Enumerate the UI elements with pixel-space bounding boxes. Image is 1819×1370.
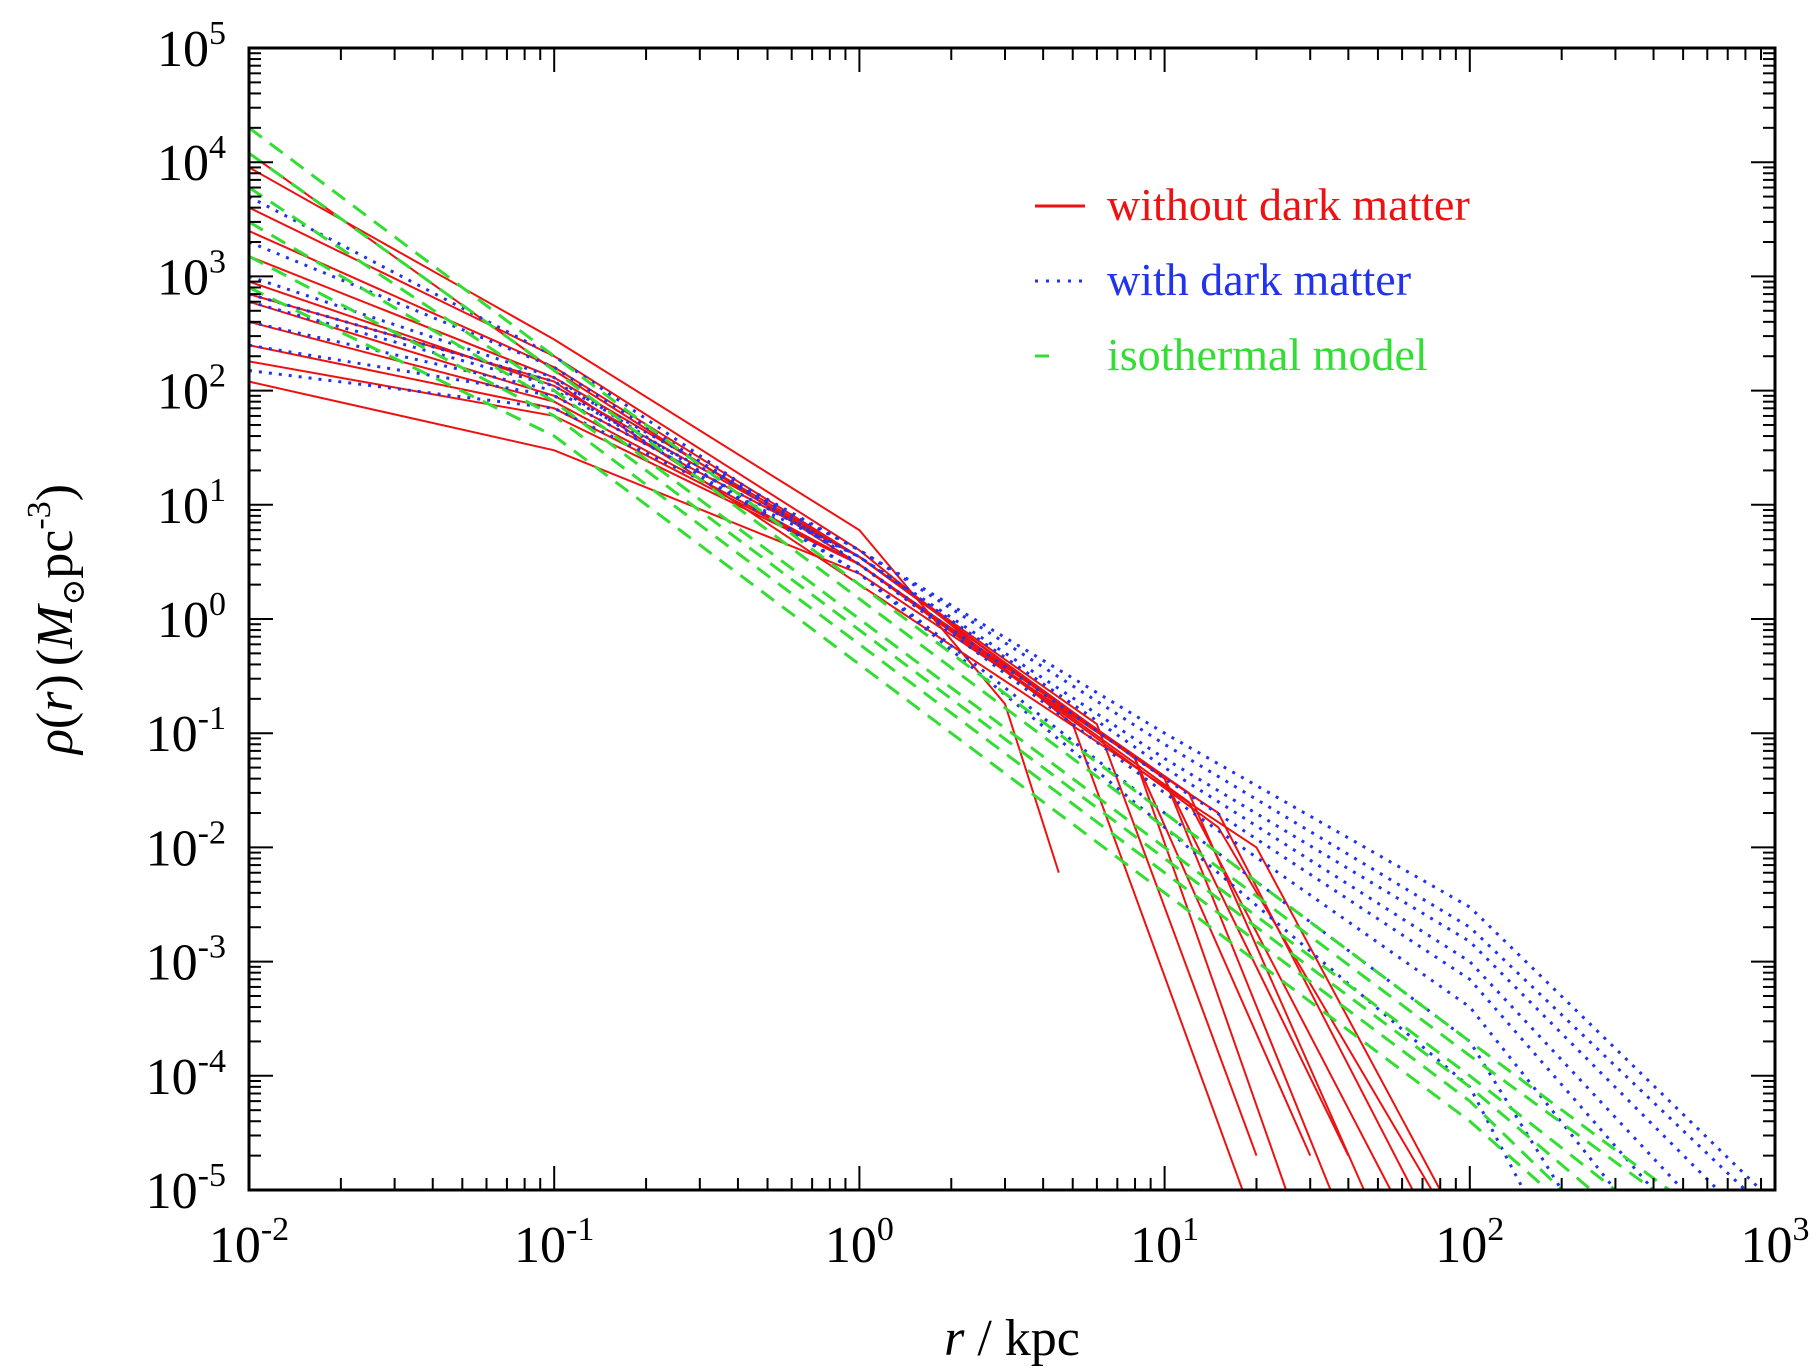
x-axis-label: r / kpc <box>944 1310 1080 1367</box>
series-line-solid-10 <box>248 152 1433 1191</box>
x-tick-label: 102 <box>1435 1211 1504 1274</box>
legend: without dark matter with dark matter isoth… <box>1035 179 1470 380</box>
legend-label-0: without dark matter <box>1107 179 1470 230</box>
y-tick-label: 10-2 <box>146 814 226 877</box>
series-line-solid-11 <box>248 293 1442 1191</box>
axis-ticks <box>248 48 1775 1191</box>
x-tick-label: 10-2 <box>209 1211 289 1274</box>
series-line-solid-9 <box>248 380 1414 1191</box>
series-line-dashed-1 <box>248 151 1655 1192</box>
series-line-solid-4 <box>248 280 1312 1157</box>
y-tick-label: 10-5 <box>146 1157 226 1220</box>
series-line-solid-0 <box>248 166 1060 874</box>
series-line-dotted-0 <box>248 292 1763 1192</box>
legend-label-1: with dark matter <box>1107 254 1411 305</box>
x-tick-label: 103 <box>1741 1211 1810 1274</box>
y-axis-label-var: r <box>27 691 84 712</box>
series-line-dotted-7 <box>248 300 1525 1191</box>
y-tick-label: 101 <box>157 472 226 535</box>
y-axis-label-pc: pc <box>27 530 84 579</box>
y-axis-label-msun: M <box>27 603 84 650</box>
x-axis-label-sep: / <box>964 1310 1004 1367</box>
y-tick-label: 10-3 <box>146 929 226 992</box>
series-line-dotted-5 <box>248 240 1617 1191</box>
y-axis-label: ρ(r)(M⊙pc-3) <box>21 484 91 756</box>
y-tick-label: 100 <box>157 586 226 649</box>
y-axis-label-rho: ρ <box>27 729 84 756</box>
axis-tick-labels: 10-2 10-1 100 101 102 103 10-5 10-4 10-3 10-2 10-1… <box>146 15 1810 1274</box>
plot-frame <box>247 46 1777 1192</box>
series-line-dotted-1 <box>248 320 1747 1192</box>
x-tick-label: 100 <box>825 1211 894 1274</box>
y-axis-label-exp: -3 <box>21 501 58 529</box>
y-axis-label-unit-open: ( <box>27 649 84 666</box>
y-tick-label: 104 <box>157 129 226 192</box>
y-axis-label-sun: ⊙ <box>55 579 91 606</box>
series-line-solid-1 <box>248 206 1244 1191</box>
series-line-solid-2 <box>248 230 1258 1156</box>
series-line-solid-3 <box>248 255 1288 1191</box>
plot-curves <box>248 126 1763 1192</box>
series-line-dashed-4 <box>248 254 1563 1192</box>
series-line-dotted-6 <box>248 274 1563 1191</box>
y-tick-label: 105 <box>157 15 226 78</box>
y-axis-label-paren-close: ) <box>27 674 84 691</box>
y-tick-label: 102 <box>157 358 226 421</box>
series-line-dotted-3 <box>248 369 1685 1192</box>
legend-label-2: isothermal model <box>1107 329 1428 380</box>
series-line-dashed-5 <box>248 286 1549 1192</box>
x-tick-label: 10-1 <box>514 1211 594 1274</box>
series-line-dashed-0 <box>248 126 1671 1192</box>
y-tick-label: 103 <box>157 243 226 306</box>
y-tick-label: 10-4 <box>146 1043 226 1106</box>
series-line-dashed-2 <box>248 186 1617 1192</box>
x-axis-label-var: r <box>944 1310 965 1367</box>
y-tick-label: 10-1 <box>146 700 226 763</box>
y-axis-label-paren-open: ( <box>27 712 84 729</box>
series-line-dashed-3 <box>248 220 1593 1192</box>
series-line-dotted-4 <box>248 195 1655 1191</box>
y-axis-label-unit-close: ) <box>27 484 84 501</box>
x-tick-label: 101 <box>1130 1211 1199 1274</box>
x-axis-label-unit: kpc <box>1005 1310 1080 1367</box>
